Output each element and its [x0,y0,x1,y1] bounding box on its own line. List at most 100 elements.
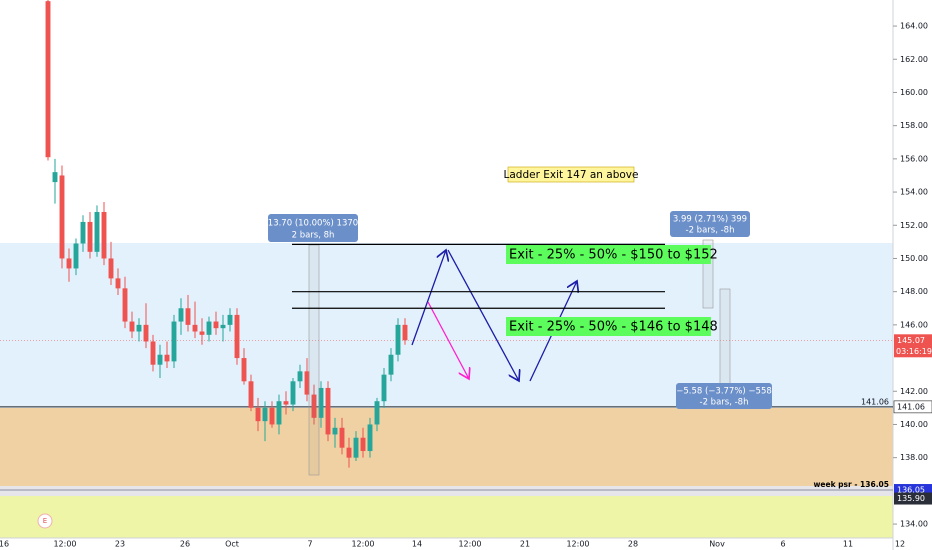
measure-range [308,244,320,476]
candle-body [150,341,156,365]
drawings: 13.70 (10.00%) 1370 2 bars, 8h 3.99 (2.7… [37,166,932,529]
tan-zone [0,408,893,486]
candle-body [276,401,282,425]
candle-body [367,424,373,452]
countdown: 03:16:19 [896,347,932,356]
candle-body [171,321,177,362]
y-tick-label: 154.00 [900,188,928,197]
x-tick-label: 7 [307,540,312,549]
price-badge [894,334,932,358]
candle-body [220,324,226,329]
note-box [507,166,635,183]
x-tick-label: 26 [180,540,190,549]
arrow [427,301,469,379]
x-tick-label: Oct [225,540,239,549]
candle-body [115,278,121,289]
candle-body [45,1,51,158]
x-tick-label: 23 [115,540,125,549]
x-tick-label: 16 [0,540,9,549]
candle-body [164,354,170,362]
candle-body [122,288,128,322]
arrow [411,250,446,346]
y-tick-label: 158.00 [900,121,928,130]
y-tick-label: 146.00 [900,320,928,329]
x-tick-label: 12:00 [458,540,481,549]
candle-body [59,175,65,259]
candle-body [73,243,79,269]
measure-text: 3.99 (2.71%) 399 [673,215,747,225]
candle-body [255,407,261,422]
candle-body [101,211,107,259]
x-tick-label: 12:00 [351,540,374,549]
candle-body [227,314,233,325]
candle-body [346,447,352,458]
x-tick-label: 28 [628,540,638,549]
candle-body [108,258,114,279]
candle-body [234,314,240,359]
y-tick-label: 164.00 [900,22,928,31]
candle-body [283,401,289,405]
candle-body [94,211,100,252]
candle-body [360,437,366,452]
candle-body [87,221,93,252]
note: Ladder Exit 147 an above [504,169,639,181]
candle-body [241,358,247,382]
candle-body [311,394,317,418]
yellow-zone [0,496,893,538]
candle-body [318,387,324,418]
candle-body [192,324,198,332]
measure-range [719,288,731,385]
candle-body [325,387,331,435]
y-tick-label: 152.00 [900,221,928,230]
earnings-icon[interactable] [37,513,53,529]
candle-body [388,354,394,375]
measure-box [670,211,750,237]
candle-body [381,374,387,402]
price-badge-label: 145.07 [897,336,925,345]
y-tick-label: 160.00 [900,88,928,97]
y-tick-label: 156.00 [900,154,928,163]
price-badge [894,492,932,505]
candle-body [262,407,268,422]
candle-body [66,258,72,269]
price-badge-label: 135.90 [897,494,925,503]
measure-text: -2 bars, -8h [700,398,749,408]
measure-box [268,214,358,242]
psr-label: week psr - 136.05 [813,480,889,489]
measure-box [676,383,772,409]
price-badge-label: 141.06 [897,402,925,411]
candle-body [178,308,184,322]
y-tick-label: 134.00 [900,520,928,529]
blue-zone [0,243,893,408]
note-box [506,317,711,336]
price-badge-label: 136.05 [897,486,925,495]
x-tick-label: Nov [709,540,725,549]
note-box [506,245,711,264]
arrow [447,249,519,381]
candle-body [185,308,191,325]
x-tick-label: 14 [412,540,422,549]
y-tick-label: 162.00 [900,55,928,64]
candle-body [339,427,345,448]
y-tick-label: 150.00 [900,254,928,263]
measure-text: −5.58 (−3.77%) −558 [676,387,772,397]
y-tick-label: 140.00 [900,420,928,429]
x-tick-label: 21 [520,540,530,549]
candle-body [248,381,254,408]
candle-body [402,324,408,341]
candles [45,0,408,468]
measure-text: 2 bars, 8h [292,231,335,241]
candle-body [52,172,58,183]
earnings-label[interactable]: E [43,517,47,525]
measure-range [702,239,714,309]
measure-text: -2 bars, -8h [686,226,735,236]
candle-body [213,321,219,329]
gray-zone [0,486,893,496]
candle-body [304,371,310,395]
measure-text: 13.70 (10.00%) 1370 [268,219,358,229]
candle-body [136,324,142,332]
y-tick-label: 148.00 [900,287,928,296]
candle-body [395,324,401,355]
candle-body [199,331,205,335]
